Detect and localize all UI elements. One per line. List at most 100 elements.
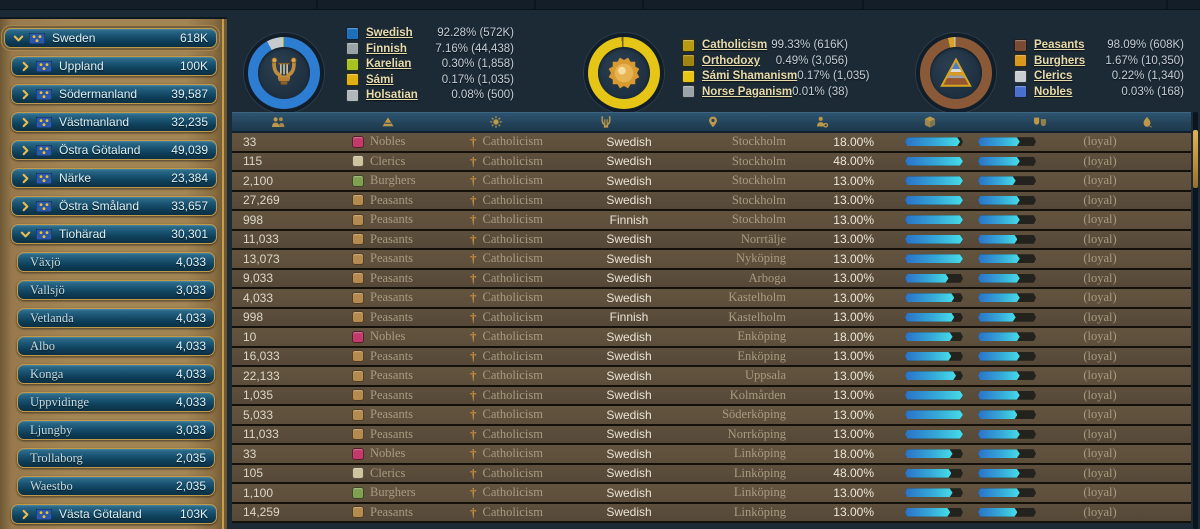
culture-column-icon[interactable] <box>600 116 613 129</box>
pop-religion: † Catholicism <box>458 368 578 383</box>
pop-literacy: 18.00% <box>833 446 874 461</box>
progress-bar-track <box>978 156 1036 166</box>
table-scrollbar-track[interactable] <box>1193 112 1198 529</box>
religion-column-icon[interactable] <box>490 116 503 129</box>
chevron-down-icon[interactable] <box>20 229 31 240</box>
region-population: 2,035 <box>175 451 206 465</box>
happiness-column-icon[interactable] <box>1033 117 1048 128</box>
pop-loyalty-status: (loyal) <box>1083 368 1117 383</box>
chevron-right-icon[interactable] <box>20 89 31 100</box>
pop-row[interactable]: 9,033 Peasants † Catholicism Swedish Arboga 13… <box>232 269 1191 289</box>
chevron-right-icon[interactable] <box>20 117 31 128</box>
pop-row[interactable]: 10 Nobles † Catholicism Swedish Enköping 18.00… <box>232 328 1191 348</box>
chevron-down-icon[interactable] <box>13 33 24 44</box>
sidebar-item-uppvidinge[interactable]: Uppvidinge 4,033 <box>17 392 215 412</box>
pop-row[interactable]: 11,033 Peasants † Catholicism Swedish Norrköp… <box>232 425 1191 445</box>
sidebar-item-uppland[interactable]: Uppland 100K <box>11 56 217 76</box>
pop-row[interactable]: 27,269 Peasants † Catholicism Swedish Stockho… <box>232 191 1191 211</box>
legend-label-link[interactable]: Karelian <box>366 58 412 71</box>
chevron-right-icon[interactable] <box>20 61 31 72</box>
legend-label-link[interactable]: Peasants <box>1034 39 1085 51</box>
religion-donut-chart[interactable] <box>584 33 664 113</box>
pop-row[interactable]: 5,033 Peasants † Catholicism Swedish Söderköp… <box>232 406 1191 426</box>
social-class-legend: Peasants 98.09% (608K) Burghers 1.67% (10,3… <box>1014 38 1184 100</box>
sidebar-item-tioh-rad[interactable]: Tiohärad 30,301 <box>11 224 217 244</box>
sidebar-item-sweden[interactable]: Sweden 618K <box>4 28 217 48</box>
legend-label-link[interactable]: Clerics <box>1034 70 1073 83</box>
pop-row[interactable]: 33 Nobles † Catholicism Swedish Linköping 18.0… <box>232 445 1191 465</box>
pop-class-label: Peasants <box>370 426 414 441</box>
legend-label-link[interactable]: Swedish <box>366 27 413 39</box>
pop-row[interactable]: 33 Nobles † Catholicism Swedish Stockholm 18.0… <box>232 133 1191 153</box>
unrest-column-icon[interactable] <box>1141 116 1153 129</box>
location-column-icon[interactable] <box>707 116 719 129</box>
progress-bar-track <box>905 156 963 166</box>
chevron-right-icon[interactable] <box>20 201 31 212</box>
pop-row[interactable]: 11,033 Peasants † Catholicism Swedish Norrtäl… <box>232 230 1191 250</box>
pop-row[interactable]: 16,033 Peasants † Catholicism Swedish Enköpin… <box>232 347 1191 367</box>
pop-class: Nobles <box>340 134 458 149</box>
sidebar-item-stra-g-taland[interactable]: Östra Götaland 49,039 <box>11 140 217 160</box>
sidebar-item-waestbo[interactable]: Waestbo 2,035 <box>17 476 215 496</box>
pop-row[interactable]: 115 Clerics † Catholicism Swedish Stockholm 48… <box>232 152 1191 172</box>
sidebar-item-vallsj[interactable]: Vallsjö 3,033 <box>17 280 215 300</box>
pop-row[interactable]: 13,073 Peasants † Catholicism Swedish Nyköpin… <box>232 250 1191 270</box>
tab-divider <box>1166 0 1168 9</box>
sidebar-item-n-rke[interactable]: Närke 23,384 <box>11 168 217 188</box>
sidebar-item-v-stmanland[interactable]: Västmanland 32,235 <box>11 112 217 132</box>
legend-label-link[interactable]: Norse Paganism <box>702 85 793 98</box>
pop-row[interactable]: 105 Clerics † Catholicism Swedish Linköping 48… <box>232 464 1191 484</box>
progress-bar-fill <box>978 488 1020 497</box>
pop-location: Linköping <box>733 465 786 480</box>
sidebar-item-v-sta-g-taland[interactable]: Västa Götaland 103K <box>11 504 217 524</box>
progress-bar-track <box>978 371 1036 381</box>
legend-label-link[interactable]: Catholicism <box>702 39 768 51</box>
legend-label-link[interactable]: Orthodoxy <box>702 54 761 67</box>
population-column-icon[interactable] <box>271 116 285 128</box>
peasants-class-icon <box>352 291 364 304</box>
social-class-column-icon[interactable] <box>382 117 395 128</box>
legend-label-link[interactable]: Holsatian <box>366 89 418 102</box>
literacy-column-icon[interactable] <box>816 116 829 128</box>
sidebar-item-vetlanda[interactable]: Vetlanda 4,033 <box>17 308 215 328</box>
legend-row-swedish: Swedish 92.28% (572K) <box>346 26 514 40</box>
progress-bar-track <box>978 351 1036 361</box>
legend-label-link[interactable]: Burghers <box>1034 54 1086 67</box>
legend-label-link[interactable]: Sámi <box>366 73 394 86</box>
progress-bar-fill <box>905 449 953 458</box>
sidebar-item-konga[interactable]: Konga 4,033 <box>17 364 215 384</box>
chevron-right-icon[interactable] <box>20 145 31 156</box>
pop-row[interactable]: 998 Peasants † Catholicism Finnish Stockholm 1… <box>232 211 1191 231</box>
pop-row[interactable]: 1,100 Burghers † Catholicism Swedish Linköpin… <box>232 484 1191 504</box>
legend-row-nobles: Nobles 0.03% (168) <box>1014 85 1184 99</box>
legend-label-link[interactable]: Finnish <box>366 42 407 55</box>
pop-row[interactable]: 22,133 Peasants † Catholicism Swedish Uppsala… <box>232 367 1191 387</box>
pop-row[interactable]: 998 Peasants † Catholicism Finnish Kastelholm… <box>232 308 1191 328</box>
sidebar-item-v-xj[interactable]: Växjö 4,033 <box>17 252 215 272</box>
culture-donut-chart[interactable] <box>244 33 324 113</box>
legend-label-link[interactable]: Nobles <box>1034 85 1073 98</box>
pop-religion-label: Catholicism <box>482 212 543 227</box>
pop-literacy: 13.00% <box>833 271 874 286</box>
pop-row[interactable]: 4,033 Peasants † Catholicism Swedish Kastelho… <box>232 289 1191 309</box>
pop-row[interactable]: 1,035 Peasants † Catholicism Swedish Kolmårde… <box>232 386 1191 406</box>
region-name: Västa Götaland <box>59 507 142 521</box>
pop-row[interactable]: 14,259 Peasants † Catholicism Swedish Linköpi… <box>232 503 1191 523</box>
cross-icon: † <box>470 504 477 520</box>
legend-label-link[interactable]: Sámi Shamanism <box>702 70 798 83</box>
chevron-right-icon[interactable] <box>20 509 31 520</box>
progress-bar-fill <box>978 196 1020 205</box>
sidebar-item-trollaborg[interactable]: Trollaborg 2,035 <box>17 448 215 468</box>
sidebar-item-s-dermanland[interactable]: Södermanland 39,587 <box>11 84 217 104</box>
sidebar-item-ljungby[interactable]: Ljungby 3,033 <box>17 420 215 440</box>
pop-happiness-bar <box>972 273 1042 283</box>
sidebar-item-stra-sm-land[interactable]: Östra Småland 33,657 <box>11 196 217 216</box>
pop-row[interactable]: 2,100 Burghers † Catholicism Swedish Stockhol… <box>232 172 1191 192</box>
chevron-right-icon[interactable] <box>20 173 31 184</box>
legend-color-swatch <box>682 85 695 99</box>
social-class-donut-chart[interactable] <box>916 33 996 113</box>
table-scrollbar-thumb[interactable] <box>1193 130 1198 188</box>
sidebar-item-albo[interactable]: Albo 4,033 <box>17 336 215 356</box>
goods-column-icon[interactable] <box>924 116 937 129</box>
cross-icon: † <box>470 153 477 169</box>
